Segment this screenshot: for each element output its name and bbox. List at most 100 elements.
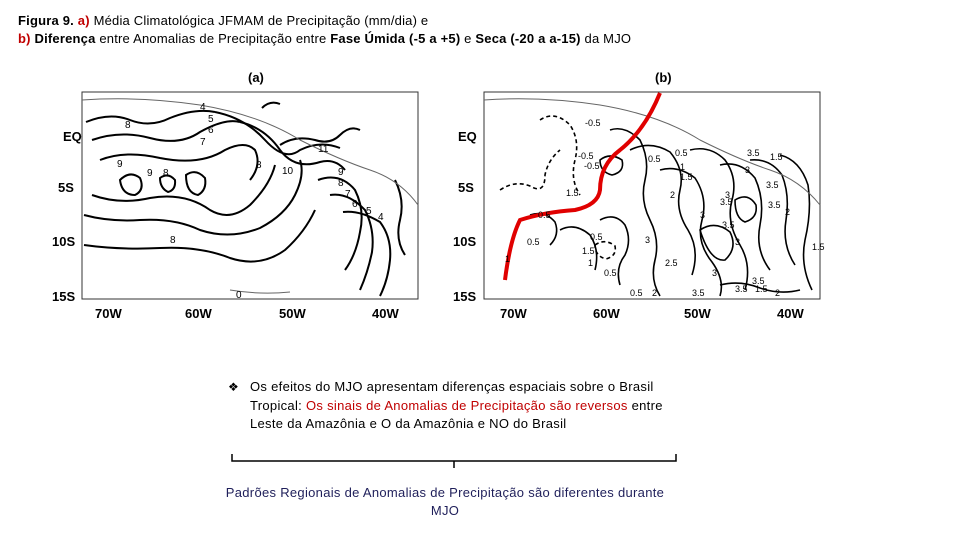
contour-label: 0 [236,290,242,301]
contour-label: 6 [352,199,358,210]
contour-label: 1.5 [566,188,579,198]
contour-label: 7 [200,137,206,148]
map-a-xtick: 40W [372,306,399,321]
contour-label: 8 [256,160,262,171]
bullet-red-text: Os sinais de Anomalias de Precipitação s… [306,397,628,413]
map-b-xtick: 70W [500,306,527,321]
caption-b-text: entre Anomalias de Precipitação entre [99,31,327,46]
map-b-panel-label: (b) [655,70,672,85]
contour-label: 0.5 [527,237,540,247]
map-a-xtick: 60W [185,306,212,321]
contour-label: -0.5 [584,161,600,171]
caption-b-word: Diferença [34,31,96,46]
contour-label: 1 [505,254,510,264]
contour-label: 3 [700,210,705,220]
contour-label: 5 [366,206,372,217]
contour-label: 8 [125,120,131,131]
contour-label: 1 [680,162,685,172]
contour-label: 0.5 [590,232,603,242]
contour-label: 3 [735,237,740,247]
contour-label: 7 [345,189,351,200]
maps-figure: (a) EQ 5S 10S 15S 70W [52,70,825,321]
contour-label: 2 [785,207,790,217]
contour-label: 4 [378,212,384,223]
brace-connector [231,454,677,468]
contour-label: 1.5 [680,172,693,182]
caption-mjo: da MJO [584,31,632,46]
contour-label: 2.5 [665,258,678,268]
caption-and: e [464,31,472,46]
contour-label: 0.5 [675,148,688,158]
map-b-frame [483,91,821,300]
contour-label: 3.5 [722,220,735,230]
map-b-xtick: 50W [684,306,711,321]
contour-label: 3.5 [735,284,748,294]
caption-seca: Seca (-20 a a-15) [475,31,581,46]
bullet-diamond-icon: ❖ [228,380,240,394]
contour-label: 2 [775,288,780,298]
contour-label: 1 [588,258,593,268]
contour-label: 3.5 [720,197,733,207]
contour-label: 3 [725,190,730,200]
contour-label: 5 [208,114,214,125]
conclusion-text: Padrões Regionais de Anomalias de Precip… [225,485,665,518]
contour-label: 1.5 [812,242,825,252]
contour-label: 1.5 [770,152,783,162]
map-a-ytick: 10S [52,234,75,249]
label-b: b) [18,31,31,46]
map-a-contours [83,101,406,297]
figure-label: Figura 9. [18,13,74,28]
contour-label: 4 [200,102,206,113]
contour-label: 9 [338,167,344,178]
contour-label: -0.5 [578,151,594,161]
contour-label: 2 [670,190,675,200]
map-a-ytick: EQ [63,129,82,144]
contour-label: 8 [338,178,344,189]
caption-a-text: Média Climatológica JFMAM de Precipitaçã… [93,13,429,28]
map-a-ytick: 15S [52,289,75,304]
label-a: a) [77,13,90,28]
bullet-text-part-1: Os efeitos do MJO apresentam diferenças … [250,379,654,413]
contour-label: 9 [147,168,153,179]
contour-label: 0.5 [538,210,551,220]
map-a: (a) EQ 5S 10S 15S 70W [52,70,419,321]
contour-label: 0.5 [648,154,661,164]
map-a-frame [81,91,419,300]
contour-label: 3 [712,268,717,278]
contour-label: -0.5 [585,118,601,128]
map-a-contour-labels: 4 5 6 7 8 8 9 9 8 10 11 9 8 7 6 5 4 8 0 [117,102,384,301]
figure-caption: Figura 9. a) Média Climatológica JFMAM d… [18,12,631,48]
bullet-text-part-2: entre Leste da Amazônia e O da Amazônia … [250,397,663,432]
contour-label: 9 [117,159,123,170]
contour-label: 8 [163,168,169,179]
caption-fase-umida: Fase Úmida (-5 a +5) [330,31,461,46]
red-divider-line [503,92,662,281]
map-b-contour-labels: -0.5 -0.5 0.5 0.5 0.5 1 1.5 -0.5 0.5 0.5… [505,118,825,298]
map-b-xtick: 60W [593,306,620,321]
contour-label: 3 [745,165,750,175]
map-b-ytick: 15S [453,289,476,304]
map-a-panel-label: (a) [248,70,264,85]
contour-label: 1.5 [755,284,768,294]
map-a-coastline [81,98,419,294]
contour-label: 2 [652,288,657,298]
map-a-xtick: 70W [95,306,122,321]
contour-label: 8 [170,235,176,246]
contour-label: 1.5 [582,246,595,256]
contour-label: 6 [208,125,214,136]
map-b-xtick: 40W [777,306,804,321]
bullet-text: Os efeitos do MJO apresentam diferenças … [250,378,678,434]
map-b-contours [499,115,813,297]
map-b-ytick: 10S [453,234,476,249]
caption-line-2: b) Diferença entre Anomalias de Precipit… [18,30,631,48]
map-a-ytick: 5S [58,180,74,195]
contour-label: 3.5 [747,148,760,158]
map-a-xtick: 50W [279,306,306,321]
contour-label: 3.5 [692,288,705,298]
bullet-point: ❖ Os efeitos do MJO apresentam diferença… [228,378,678,434]
contour-label: 11 [318,144,329,155]
contour-label: 3 [645,235,650,245]
contour-label: 3.5 [752,276,765,286]
contour-label: 3.5 [766,180,779,190]
contour-label: 0.5 [604,268,617,278]
